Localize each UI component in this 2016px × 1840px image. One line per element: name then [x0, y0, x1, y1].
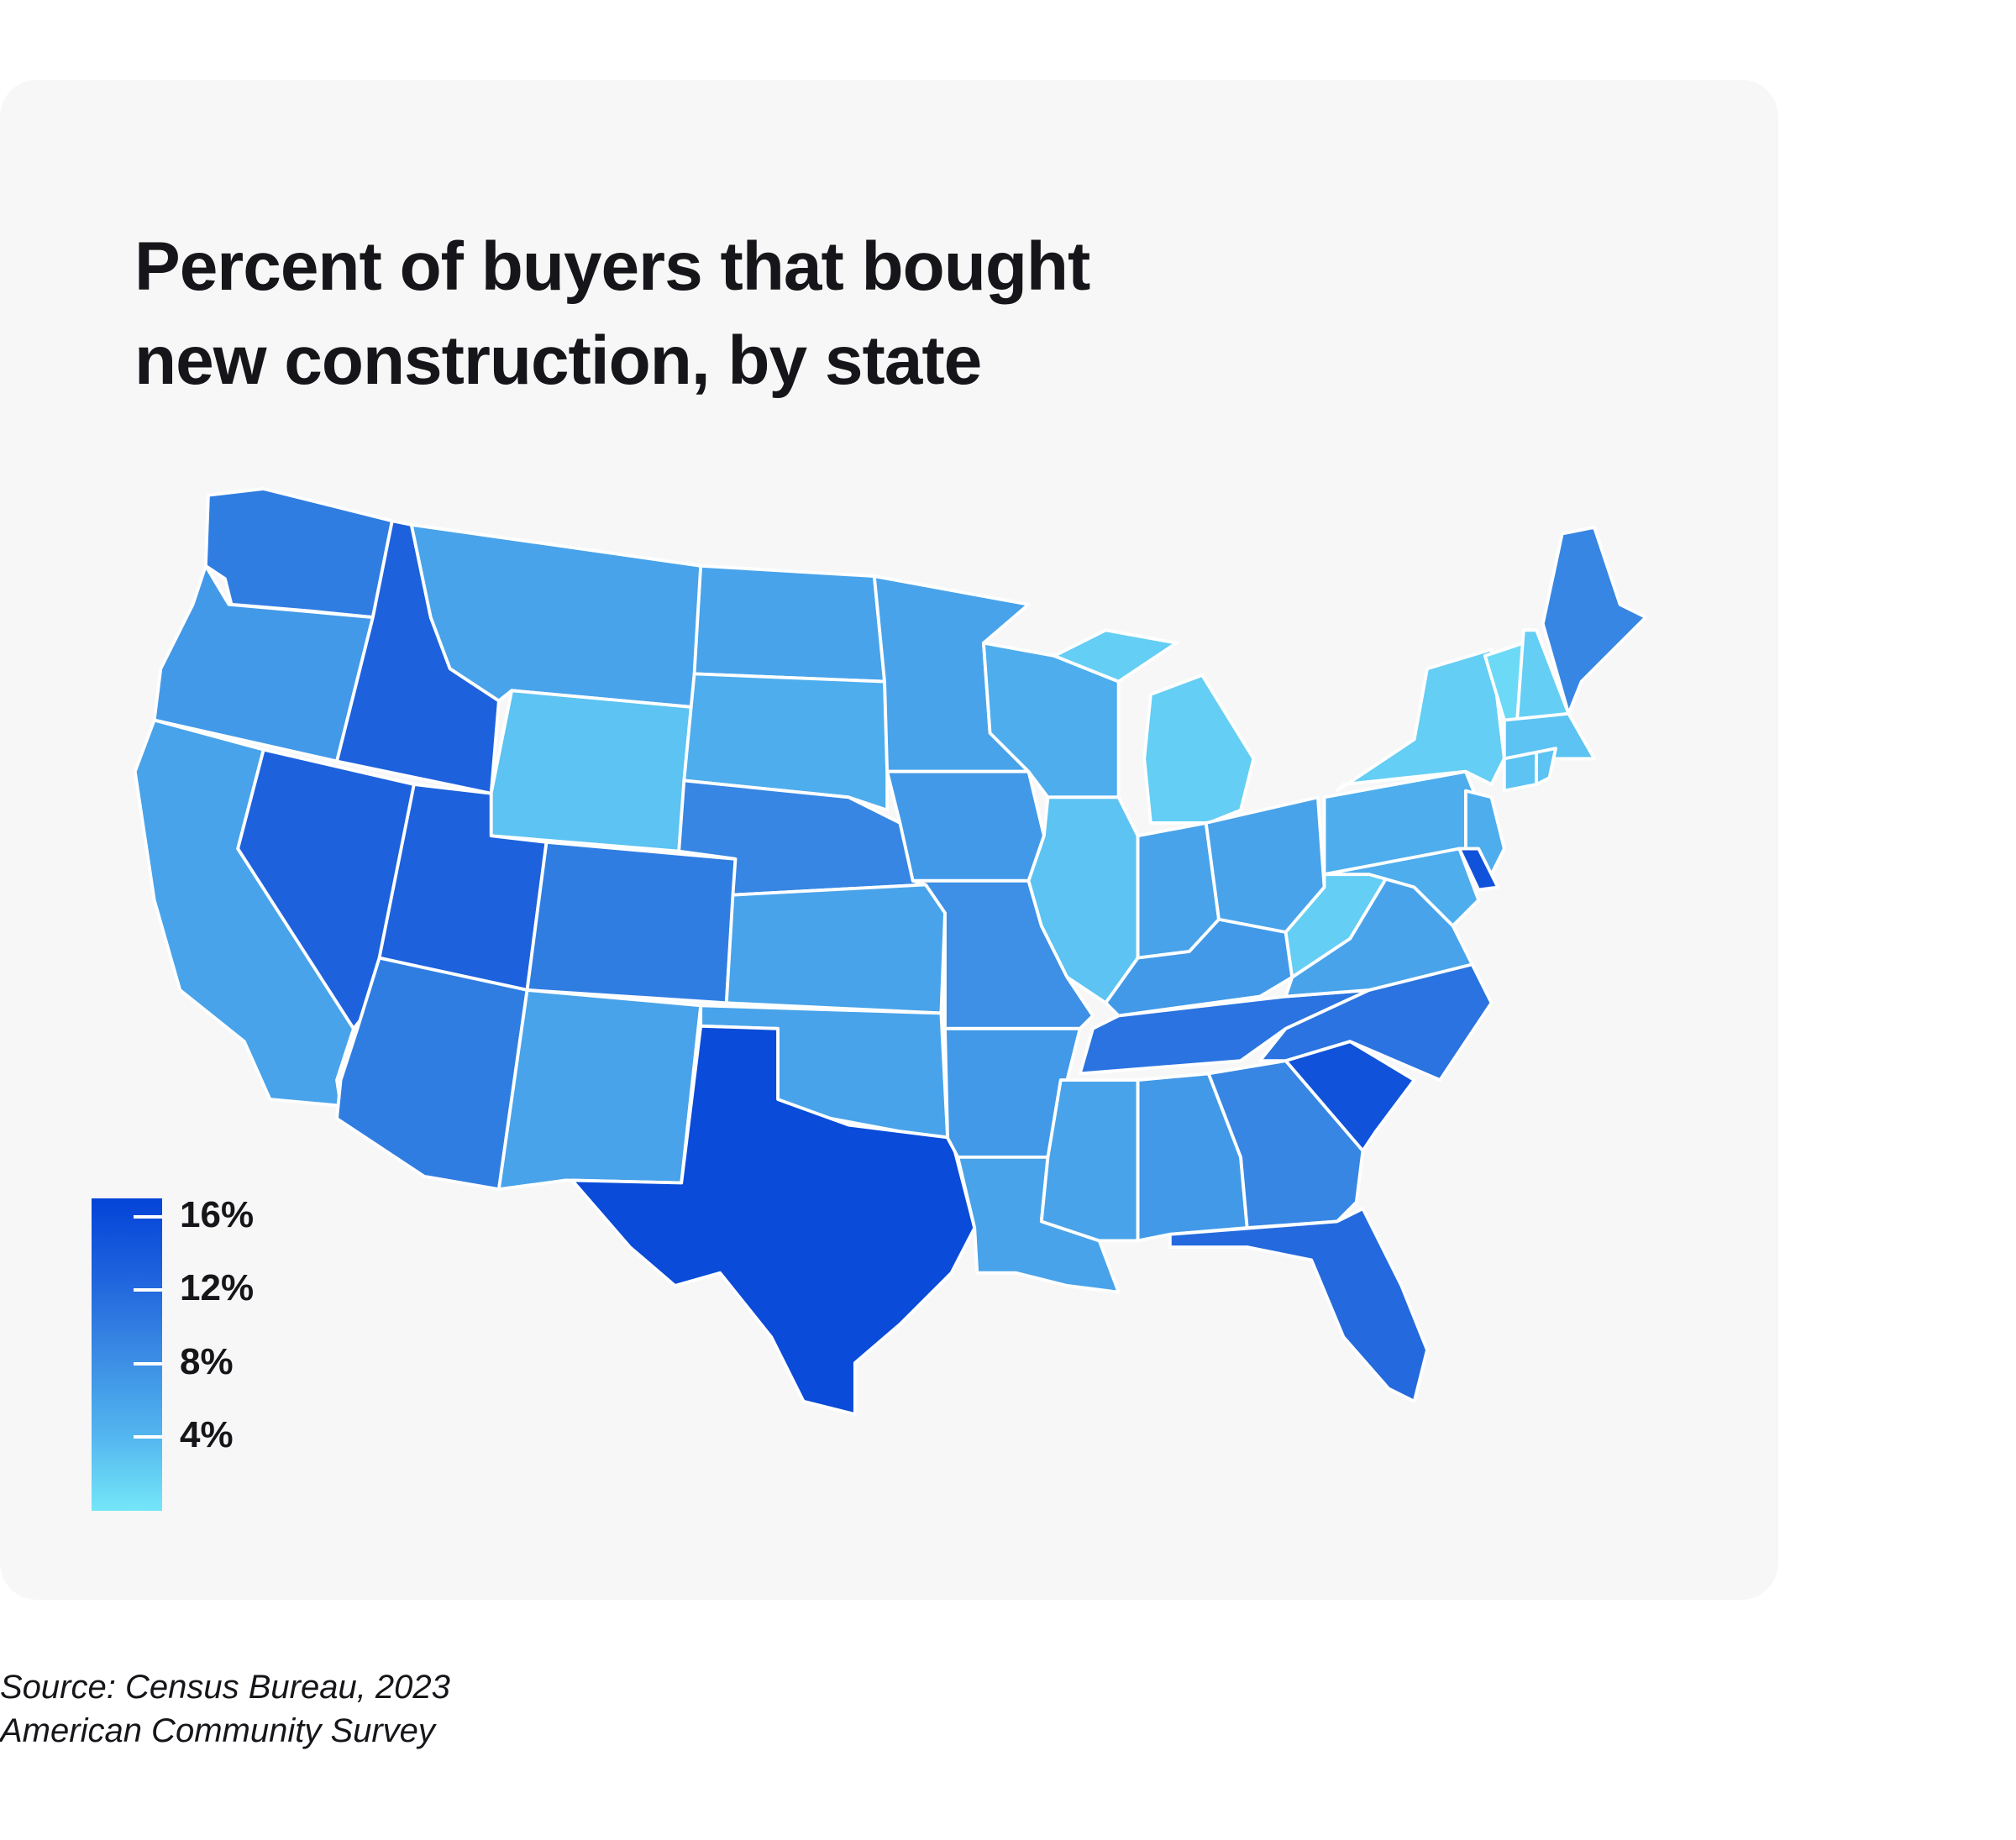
legend-tick	[134, 1288, 162, 1292]
legend-tick-label: 4%	[180, 1414, 234, 1456]
state-wa	[203, 487, 394, 619]
legend-tick	[134, 1435, 162, 1439]
source-line-2: American Community Survey	[0, 1712, 435, 1749]
chart-title: Percent of buyers that bought new constr…	[134, 220, 1394, 408]
title-line-2: new construction, by state	[134, 322, 982, 399]
state-tx	[570, 1024, 977, 1416]
state-nc	[1258, 962, 1494, 1082]
title-line-1: Percent of buyers that bought	[134, 228, 1090, 305]
legend-tick-label: 12%	[180, 1267, 255, 1309]
state-wy	[489, 689, 696, 853]
state-ia	[885, 769, 1046, 883]
state-me	[1541, 525, 1648, 716]
state-co	[525, 840, 738, 1005]
legend-tick-label: 8%	[180, 1340, 234, 1382]
state-ks	[724, 883, 947, 1015]
state-nm	[496, 988, 703, 1192]
legend-tick-label: 16%	[180, 1193, 255, 1235]
source-line-1: Source: Census Bureau, 2023	[0, 1669, 450, 1706]
state-ct	[1502, 750, 1538, 793]
legend-color-bar	[92, 1198, 162, 1511]
state-nd	[692, 564, 886, 684]
state-ri	[1535, 747, 1557, 786]
state-ms	[1039, 1078, 1140, 1243]
state-ny	[1335, 647, 1506, 793]
state-mi	[1142, 674, 1256, 825]
state-ma	[1502, 711, 1596, 761]
legend-tick	[134, 1361, 162, 1366]
source-note: Source: Census Bureau, 2023 American Com…	[0, 1665, 450, 1753]
state-fl	[1168, 1207, 1429, 1403]
state-il	[1026, 795, 1140, 1005]
state-mi	[1053, 628, 1179, 684]
state-or	[152, 564, 375, 763]
state-de	[1457, 847, 1500, 892]
legend-tick	[134, 1214, 162, 1219]
